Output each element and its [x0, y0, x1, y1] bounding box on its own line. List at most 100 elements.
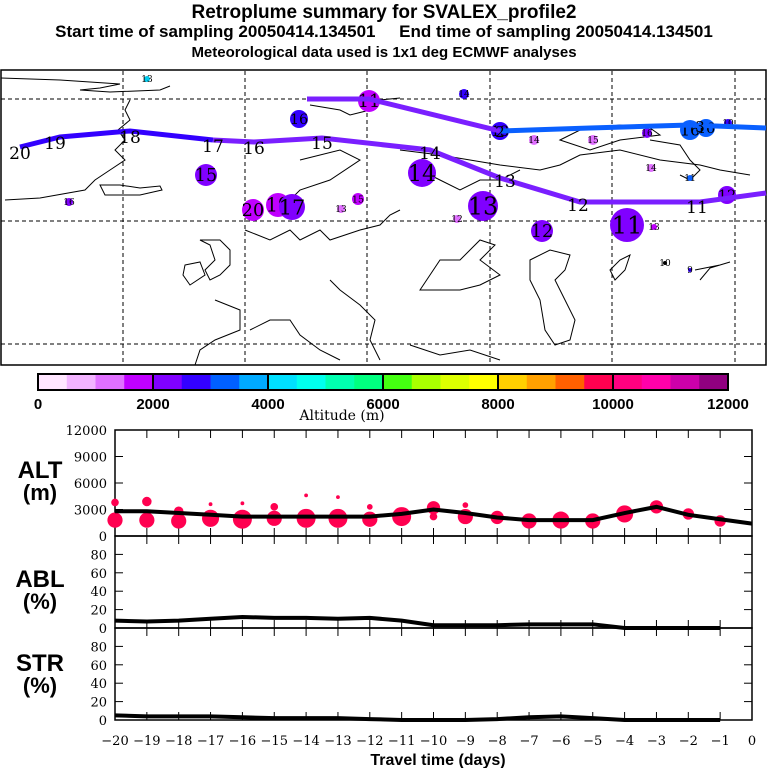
trajectory-day-label: 3	[695, 118, 705, 136]
x-tick-label: −6	[551, 734, 570, 749]
met-data-line: Meteorological data used is 1x1 deg ECMW…	[191, 44, 577, 61]
colorbar-cell	[469, 374, 499, 390]
cluster-circle	[408, 159, 436, 187]
cluster-circle	[459, 89, 469, 99]
trajectory-west	[212, 135, 767, 205]
colorbar-tick-label: 4000	[251, 396, 284, 413]
cluster-label: 12	[451, 215, 462, 225]
trajectory-day-label: 20	[9, 144, 31, 164]
cluster-label: 15	[587, 136, 599, 146]
trajectory-day-label: 17	[202, 137, 224, 157]
y-tick-label: 80	[90, 640, 107, 655]
cluster-circle	[468, 191, 498, 221]
colorbar-cell	[354, 374, 384, 390]
x-tick-label: −12	[356, 734, 383, 749]
str-panel-label: STR	[16, 650, 64, 677]
altitude-colorbar: 0 2000 4000 6000 8000 10000 12000 Altitude (m)	[34, 373, 749, 424]
cluster-label: 14	[645, 164, 657, 174]
x-tick-label: −16	[229, 734, 256, 749]
colorbar-tick-label: 6000	[366, 396, 399, 413]
colorbar-cell	[670, 374, 700, 390]
cluster-circle	[279, 194, 305, 220]
alt-series-line	[115, 504, 753, 526]
colorbar-cell	[38, 374, 68, 390]
colorbar-cell	[153, 374, 183, 390]
panel-frame-abl	[114, 535, 753, 629]
cluster-circle	[65, 198, 73, 206]
cluster-label: 11	[612, 211, 643, 239]
colorbar-cell	[239, 374, 269, 390]
cluster-label: 11	[684, 174, 695, 184]
cluster-circle	[195, 164, 217, 186]
cluster-circle	[588, 135, 598, 145]
colorbar-tick-label: 0	[34, 396, 42, 413]
x-tick-label: −14	[292, 734, 319, 749]
x-tick-label: 0	[748, 734, 756, 749]
trajectory-day-label: 18	[119, 128, 141, 148]
colorbar-cell	[210, 374, 240, 390]
y-tick-label: 40	[90, 585, 107, 600]
cluster-label: 13	[141, 75, 153, 85]
y-tick-label: 60	[90, 659, 107, 674]
x-tick-label: −11	[388, 734, 415, 749]
altitude-cluster-dot	[462, 502, 469, 508]
y-tick-label: 0	[99, 714, 107, 729]
colorbar-cell	[699, 374, 729, 390]
altitude-cluster-dot	[107, 512, 123, 528]
altitude-cluster-dot	[366, 504, 373, 510]
y-tick-label: 12000	[66, 424, 107, 439]
altitude-cluster-dot	[362, 511, 378, 527]
cluster-circle	[651, 224, 657, 230]
cluster-label: 10	[659, 259, 671, 269]
colorbar-tick-label: 12000	[707, 396, 749, 413]
colorbar-cell	[641, 374, 671, 390]
colorbar-cell	[268, 374, 298, 390]
cluster-label: 13	[335, 205, 347, 215]
x-tick-label: −10	[420, 734, 447, 749]
trajectory-day-label: 15	[311, 134, 333, 154]
y-tick-label: 20	[90, 696, 107, 711]
altitude-cluster-dot	[202, 509, 220, 527]
cluster-circle	[529, 135, 539, 145]
colorbar-cell	[296, 374, 326, 390]
cluster-label: 9	[687, 266, 693, 276]
x-tick-label: −1	[711, 734, 730, 749]
cluster-label: 15	[352, 194, 364, 205]
x-axis-label: Travel time (days)	[370, 752, 505, 768]
x-tick-label: −20	[101, 734, 128, 749]
cluster-label: 16	[290, 112, 308, 128]
x-tick-label: −18	[165, 734, 192, 749]
colorbar-tick-label: 8000	[481, 396, 514, 413]
cluster-circle	[144, 76, 150, 82]
trajectory-day-label: 19	[44, 134, 66, 154]
y-tick-label: 80	[90, 548, 107, 563]
cluster-label: 16	[641, 129, 653, 139]
alt-panel-unit: (m)	[23, 480, 57, 505]
altitude-cluster-dot	[111, 498, 119, 507]
cluster-circle	[531, 220, 553, 242]
cluster-label: 16	[63, 198, 75, 208]
x-tick-label: −13	[324, 734, 351, 749]
abl-panel-unit: (%)	[23, 589, 57, 614]
trajectory-day-label: 11	[686, 198, 708, 218]
cluster-label: 14	[408, 161, 437, 187]
trajectory-west-early	[19, 128, 214, 150]
y-tick-label: 20	[90, 604, 107, 619]
cluster-label: 13	[648, 223, 660, 233]
altitude-cluster-dot	[142, 496, 152, 507]
x-tick-label: −15	[261, 734, 288, 749]
str-series-line	[114, 713, 721, 722]
trajectory-day-label: 16	[243, 139, 265, 159]
y-tick-label: 40	[90, 677, 107, 692]
altitude-cluster-dot	[270, 503, 279, 511]
x-tick-label: −8	[488, 734, 507, 749]
y-tick-label: 6000	[74, 477, 107, 492]
x-tick-label: −9	[456, 734, 475, 749]
colorbar-cell	[325, 374, 355, 390]
cluster-circle	[610, 208, 644, 242]
abl-panel-label: ABL	[15, 566, 64, 593]
chart-title: Retroplume summary for SVALEX_profile2	[191, 2, 577, 23]
colorbar-label: Altitude (m)	[298, 408, 384, 424]
